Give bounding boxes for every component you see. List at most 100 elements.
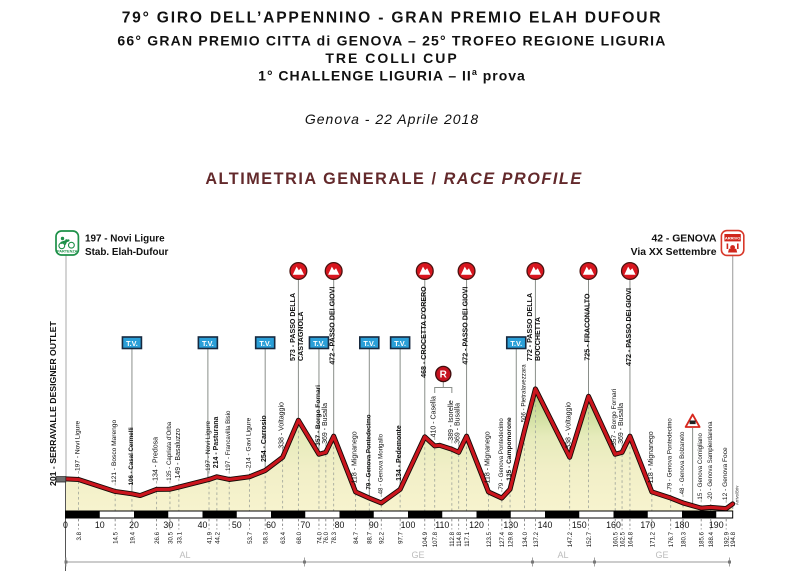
svg-text:150: 150 <box>572 520 587 530</box>
svg-text:74.0: 74.0 <box>316 531 323 543</box>
svg-text:63.4: 63.4 <box>280 531 287 543</box>
svg-text:T.V.: T.V. <box>313 339 325 348</box>
svg-text:120: 120 <box>469 520 484 530</box>
svg-text:44.2: 44.2 <box>214 531 221 543</box>
svg-text:AL: AL <box>179 550 190 560</box>
svg-text:48 - Genova Morigallo: 48 - Genova Morigallo <box>377 433 384 494</box>
svg-text:79 - Genova Pontedecimo: 79 - Genova Pontedecimo <box>667 418 674 490</box>
svg-text:725 - FRACONALTO: 725 - FRACONALTO <box>584 293 592 361</box>
svg-text:180: 180 <box>675 520 690 530</box>
svg-text:369 - Busalla: 369 - Busalla <box>455 403 462 444</box>
svg-text:410 - Casella: 410 - Casella <box>431 396 438 437</box>
svg-text:0: 0 <box>63 520 68 530</box>
svg-text:76.0: 76.0 <box>323 531 330 543</box>
svg-text:180.3: 180.3 <box>680 531 687 547</box>
svg-text:338 - Voltaggio: 338 - Voltaggio <box>279 402 286 449</box>
svg-text:20 - Genova Sampierdarena: 20 - Genova Sampierdarena <box>707 421 714 499</box>
svg-text:214 - Pasturana: 214 - Pasturana <box>213 416 220 468</box>
svg-text:149 - Basaluzzo: 149 - Basaluzzo <box>175 428 182 478</box>
svg-text:573 - PASSO DELLA: 573 - PASSO DELLA <box>289 293 297 361</box>
svg-text:117.1: 117.1 <box>464 531 471 546</box>
svg-text:107.8: 107.8 <box>432 531 439 547</box>
svg-text:194.8: 194.8 <box>730 531 737 547</box>
svg-text:176.7: 176.7 <box>668 531 675 547</box>
svg-text:188.4: 188.4 <box>708 531 715 547</box>
svg-text:127.4: 127.4 <box>499 531 506 547</box>
svg-text:160: 160 <box>606 520 621 530</box>
svg-text:134.0: 134.0 <box>522 531 529 547</box>
svg-text:92.2: 92.2 <box>379 531 386 543</box>
svg-text:GE: GE <box>411 550 424 560</box>
svg-text:147.2: 147.2 <box>567 531 574 547</box>
svg-text:PARTENZA: PARTENZA <box>57 249 78 253</box>
svg-text:Arrivo/Briv: Arrivo/Briv <box>735 485 740 505</box>
svg-text:Via XX Settembre: Via XX Settembre <box>631 247 717 258</box>
svg-text:104.9: 104.9 <box>422 531 429 547</box>
svg-text:80: 80 <box>335 520 345 530</box>
svg-text:14.5: 14.5 <box>113 531 120 543</box>
svg-text:1° CHALLENGE LIGURIA – IIa pro: 1° CHALLENGE LIGURIA – IIa prova <box>258 67 526 84</box>
svg-text:T.V.: T.V. <box>394 339 406 348</box>
svg-text:Stab. Elah-Dufour: Stab. Elah-Dufour <box>85 247 169 258</box>
svg-text:88.7: 88.7 <box>367 531 374 543</box>
svg-text:41.9: 41.9 <box>206 531 213 543</box>
svg-text:357 - Borgo Fornari: 357 - Borgo Fornari <box>315 385 322 446</box>
svg-text:AL: AL <box>557 550 568 560</box>
svg-text:164.8: 164.8 <box>627 531 634 547</box>
svg-text:110: 110 <box>435 520 449 530</box>
svg-text:53.7: 53.7 <box>247 531 254 543</box>
svg-text:114.8: 114.8 <box>456 531 463 546</box>
svg-text:90: 90 <box>369 520 379 530</box>
svg-text:123.5: 123.5 <box>486 531 493 547</box>
svg-text:TRE COLLI CUP: TRE COLLI CUP <box>325 50 458 66</box>
svg-text:506 - Pietralavezzara: 506 - Pietralavezzara <box>520 364 527 423</box>
svg-text:10: 10 <box>95 520 105 530</box>
svg-text:12 - Genova Foce: 12 - Genova Foce <box>722 447 729 500</box>
svg-text:T.V.: T.V. <box>510 339 522 348</box>
svg-text:140: 140 <box>538 520 553 530</box>
svg-text:170: 170 <box>640 520 655 530</box>
svg-text:112.8: 112.8 <box>449 531 456 546</box>
svg-text:201 - SERRAVALLE DESIGNER OUTL: 201 - SERRAVALLE DESIGNER OUTLET <box>48 321 58 486</box>
svg-text:ARRIVO: ARRIVO <box>725 235 741 240</box>
svg-text:254 - Carrosio: 254 - Carrosio <box>261 415 268 462</box>
svg-text:GE: GE <box>655 550 668 560</box>
svg-text:106 - Casal Cermelli: 106 - Casal Cermelli <box>128 427 135 485</box>
svg-text:185.6: 185.6 <box>699 531 706 547</box>
svg-text:192.9: 192.9 <box>724 531 731 547</box>
svg-text:118 - Mignanego: 118 - Mignanego <box>648 431 655 483</box>
svg-text:134 - Pedemonte: 134 - Pedemonte <box>396 425 403 481</box>
svg-text:389 - Isorelle: 389 - Isorelle <box>448 400 455 441</box>
svg-text:472 - PASSO DEI GIOVI: 472 - PASSO DEI GIOVI <box>625 288 633 366</box>
svg-text:84.7: 84.7 <box>353 531 360 543</box>
svg-text:T.V.: T.V. <box>126 339 138 348</box>
svg-text:40: 40 <box>198 520 208 530</box>
svg-text:135 - Campomorone: 135 - Campomorone <box>506 417 513 481</box>
svg-text:15 - Genova Cornigliano: 15 - Genova Cornigliano <box>697 432 704 499</box>
svg-text:197 - Novi Ligure: 197 - Novi Ligure <box>85 234 165 245</box>
svg-text:30.5: 30.5 <box>167 531 174 543</box>
svg-text:468 - CROCETTA D'ORERO: 468 - CROCETTA D'ORERO <box>420 286 428 378</box>
svg-text:137.2: 137.2 <box>533 531 540 547</box>
svg-text:772 - PASSO DELLA: 772 - PASSO DELLA <box>526 293 534 361</box>
svg-text:BOCCHETTA: BOCCHETTA <box>534 317 542 361</box>
svg-text:T.V.: T.V. <box>202 339 214 348</box>
svg-text:338 - Voltaggio: 338 - Voltaggio <box>566 402 573 449</box>
svg-text:152.7: 152.7 <box>586 531 593 547</box>
svg-text:118 - Mignanego: 118 - Mignanego <box>352 431 359 483</box>
svg-text:369 - Busalla: 369 - Busalla <box>618 403 625 444</box>
svg-text:97.7: 97.7 <box>398 531 405 543</box>
svg-text:472 - PASSO DEI GIOVI: 472 - PASSO DEI GIOVI <box>462 287 470 365</box>
svg-text:130: 130 <box>503 520 518 530</box>
svg-text:171.2: 171.2 <box>649 531 656 547</box>
svg-text:197 - Novi Ligure: 197 - Novi Ligure <box>205 420 212 471</box>
svg-text:357 - Borgo Fornari: 357 - Borgo Fornari <box>611 388 618 446</box>
svg-text:197 - Novi Ligure: 197 - Novi Ligure <box>75 420 82 471</box>
svg-text:472 - PASSO DEI GIOVI: 472 - PASSO DEI GIOVI <box>329 287 337 365</box>
svg-text:20: 20 <box>129 520 139 530</box>
svg-text:33.1: 33.1 <box>176 531 183 543</box>
svg-text:30: 30 <box>163 520 173 530</box>
svg-text:118 - Mignanego: 118 - Mignanego <box>484 431 491 483</box>
svg-text:100: 100 <box>401 520 416 530</box>
svg-text:T.V.: T.V. <box>363 339 375 348</box>
